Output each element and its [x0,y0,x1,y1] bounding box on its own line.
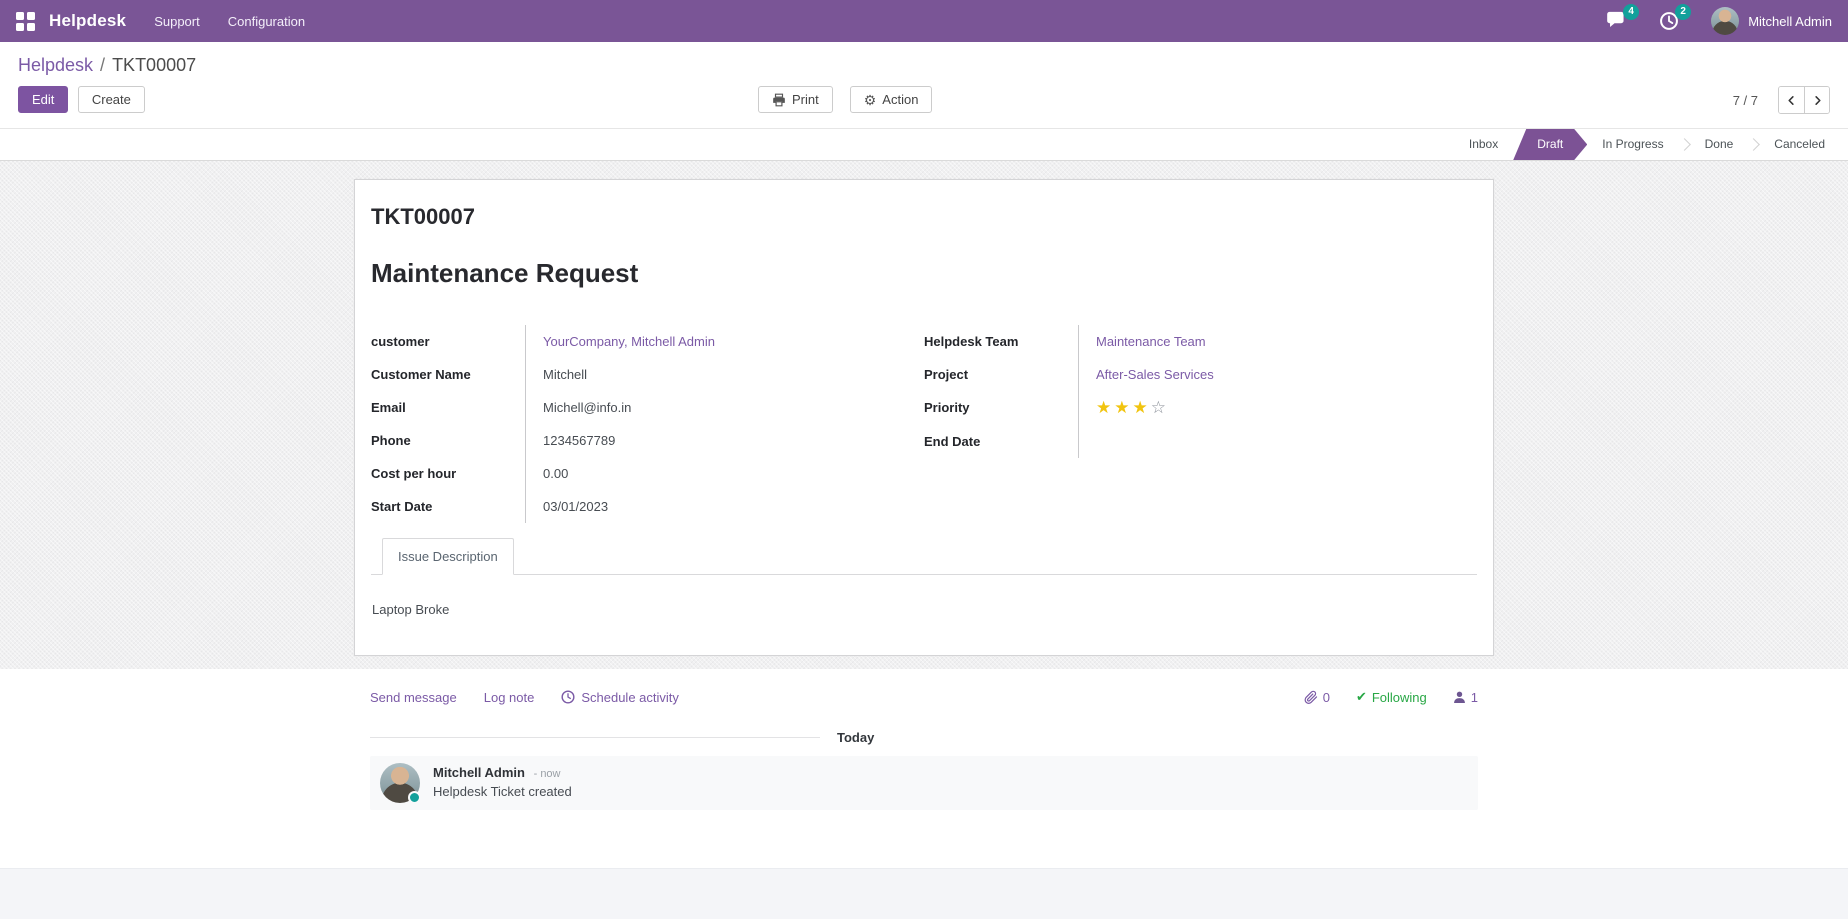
pager-next-button[interactable] [1804,87,1829,113]
action-button[interactable]: ⚙ Action [849,86,933,113]
paperclip-icon [1304,690,1317,704]
check-icon: ✔ [1355,689,1367,704]
menu-support[interactable]: Support [154,13,200,29]
priority-star-empty-icon[interactable]: ☆ [1150,398,1169,417]
stage-in-progress[interactable]: In Progress [1602,137,1664,151]
menu-configuration[interactable]: Configuration [227,13,306,29]
stage-separator-icon [1747,138,1761,151]
field-value-customer-name: Mitchell [543,367,588,382]
stage-separator-icon [1677,138,1691,151]
attachments-count: 0 [1322,689,1330,705]
breadcrumb: Helpdesk / TKT00007 [0,42,1848,78]
field-value-project: After-Sales Services [1079,358,1477,391]
printer-icon [773,93,785,106]
followers-button[interactable]: 1 [1453,690,1478,705]
breadcrumb-parent-link[interactable]: Helpdesk [18,55,94,75]
messages-badge: 4 [1623,4,1640,20]
ticket-title: Maintenance Request [371,258,639,288]
app-title[interactable]: Helpdesk [49,11,127,30]
field-value-helpdesk-team: Maintenance Team [1079,325,1477,358]
schedule-activity-button[interactable]: Schedule activity [561,690,679,705]
form-background: TKT00007 Maintenance Request customer Yo… [0,161,1848,669]
attachments-button[interactable]: 0 [1304,690,1330,705]
field-value-email: Michell@info.in [543,400,632,415]
breadcrumb-separator: / [100,55,106,75]
pager-count: 7 / 7 [1732,92,1758,108]
user-avatar [1711,7,1740,35]
chevron-right-icon [1814,95,1821,105]
message-body: Helpdesk Ticket created [433,784,572,799]
pager-previous-button[interactable] [1779,87,1804,113]
action-buttons-row: Edit Create Print ⚙ Action 7 / 7 [0,78,1848,128]
log-note-button[interactable]: Log note [483,689,535,705]
breadcrumb-current: TKT00007 [112,55,197,75]
helpdesk-team-link[interactable]: Maintenance Team [1096,334,1206,349]
print-button[interactable]: Print [758,86,833,113]
send-message-button[interactable]: Send message [370,689,457,705]
field-value-start-date: 03/01/2023 [543,499,609,514]
following-toggle[interactable]: ✔ Following [1355,689,1427,705]
schedule-clock-icon [561,690,575,704]
field-label-email: Email [371,391,526,424]
field-label-helpdesk-team: Helpdesk Team [924,325,1079,358]
follower-person-icon [1453,691,1465,703]
messages-icon[interactable]: 4 [1607,4,1640,31]
chatter: Send message Log note Schedule activity … [0,669,1848,868]
field-label-customer: customer [371,325,526,358]
field-value-phone: 1234567789 [543,433,616,448]
date-divider: Today [370,721,1478,756]
field-label-priority: Priority [924,391,1079,425]
ticket-sheet: TKT00007 Maintenance Request customer Yo… [354,179,1494,656]
activities-badge: 2 [1675,4,1692,20]
issue-description-text: Laptop Broke [372,602,450,617]
project-link[interactable]: After-Sales Services [1096,367,1214,382]
top-navbar: Helpdesk Support Configuration 4 2 Mitch… [0,0,1848,42]
statusbar: Inbox Draft In Progress Done Canceled [0,128,1848,161]
priority-stars[interactable]: ★★★☆ [1096,398,1169,417]
field-label-end-date: End Date [924,425,1079,458]
stage-inbox[interactable]: Inbox [1468,137,1499,151]
apps-menu-icon[interactable] [16,11,35,31]
gear-icon: ⚙ [863,91,877,108]
field-group-left: customer YourCompany, Mitchell Admin Cus… [371,325,924,523]
field-label-phone: Phone [371,424,526,457]
field-label-project: Project [924,358,1079,391]
user-menu[interactable]: Mitchell Admin [1711,7,1832,35]
control-panel: Helpdesk / TKT00007 Edit Create Print ⚙ Ac… [0,42,1848,128]
field-label-start-date: Start Date [371,490,526,523]
ticket-reference: TKT00007 [371,204,475,229]
chevron-left-icon [1788,95,1794,105]
field-group-right: Helpdesk Team Maintenance Team Project A… [924,325,1477,523]
date-divider-label: Today [837,730,875,745]
chat-bubble-icon [1607,11,1624,27]
clock-icon [1660,12,1679,30]
pager: 7 / 7 [1733,86,1830,114]
edit-button[interactable]: Edit [18,86,69,113]
priority-stars-filled-icon[interactable]: ★★★ [1096,398,1151,417]
chatter-message[interactable]: Mitchell Admin - now Helpdesk Ticket cre… [370,756,1478,810]
field-label-cost-per-hour: Cost per hour [371,457,526,490]
stage-canceled[interactable]: Canceled [1774,137,1825,151]
create-button[interactable]: Create [77,86,145,113]
followers-count: 1 [1470,689,1478,705]
message-author[interactable]: Mitchell Admin [433,765,525,780]
field-value-end-date [1079,425,1477,458]
activities-icon[interactable]: 2 [1659,4,1692,31]
field-value-cost-per-hour: 0.00 [543,466,569,481]
field-label-customer-name: Customer Name [371,358,526,391]
message-timestamp: - now [533,768,561,780]
online-status-icon [408,791,421,804]
customer-link[interactable]: YourCompany, Mitchell Admin [543,334,715,349]
field-value-customer: YourCompany, Mitchell Admin [526,325,924,358]
stage-draft-active[interactable]: Draft [1513,129,1587,160]
footer-strip [0,868,1848,919]
notebook: Issue Description Laptop Broke [371,538,1477,617]
chatter-toolbar: Send message Log note Schedule activity … [370,669,1478,721]
user-name: Mitchell Admin [1748,13,1832,29]
tab-issue-description[interactable]: Issue Description [382,538,514,575]
stage-done[interactable]: Done [1704,137,1734,151]
field-value-priority: ★★★☆ [1079,391,1477,425]
